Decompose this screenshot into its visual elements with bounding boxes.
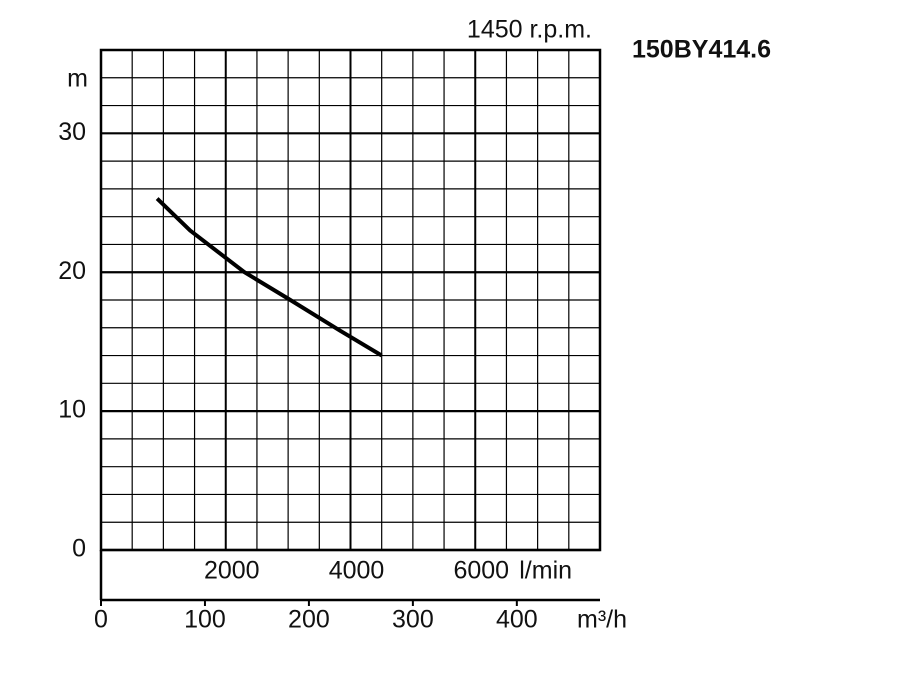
x-tick-label: 4000 bbox=[329, 557, 385, 585]
x2-tick-label: 400 bbox=[496, 606, 538, 634]
x-tick-label: 6000 bbox=[453, 557, 509, 585]
y-axis-label: m bbox=[67, 65, 88, 93]
y-tick-label: 30 bbox=[58, 118, 86, 146]
x2-tick-label: 200 bbox=[288, 606, 330, 634]
x2-axis-label: m³/h bbox=[577, 606, 627, 634]
y-tick-label: 0 bbox=[72, 535, 86, 563]
chart-title: 150BY414.6 bbox=[632, 36, 771, 64]
chart-subtitle: 1450 r.p.m. bbox=[467, 16, 592, 44]
y-tick-label: 20 bbox=[58, 257, 86, 285]
y-tick-label: 10 bbox=[58, 396, 86, 424]
plot-frame bbox=[99, 48, 602, 552]
x-tick-label: 2000 bbox=[204, 557, 260, 585]
x2-tick-label: 300 bbox=[392, 606, 434, 634]
x-axis-label: l/min bbox=[519, 557, 572, 585]
x2-tick-label: 100 bbox=[184, 606, 226, 634]
pump-curve bbox=[155, 197, 383, 358]
x2-tick-label: 0 bbox=[94, 606, 108, 634]
